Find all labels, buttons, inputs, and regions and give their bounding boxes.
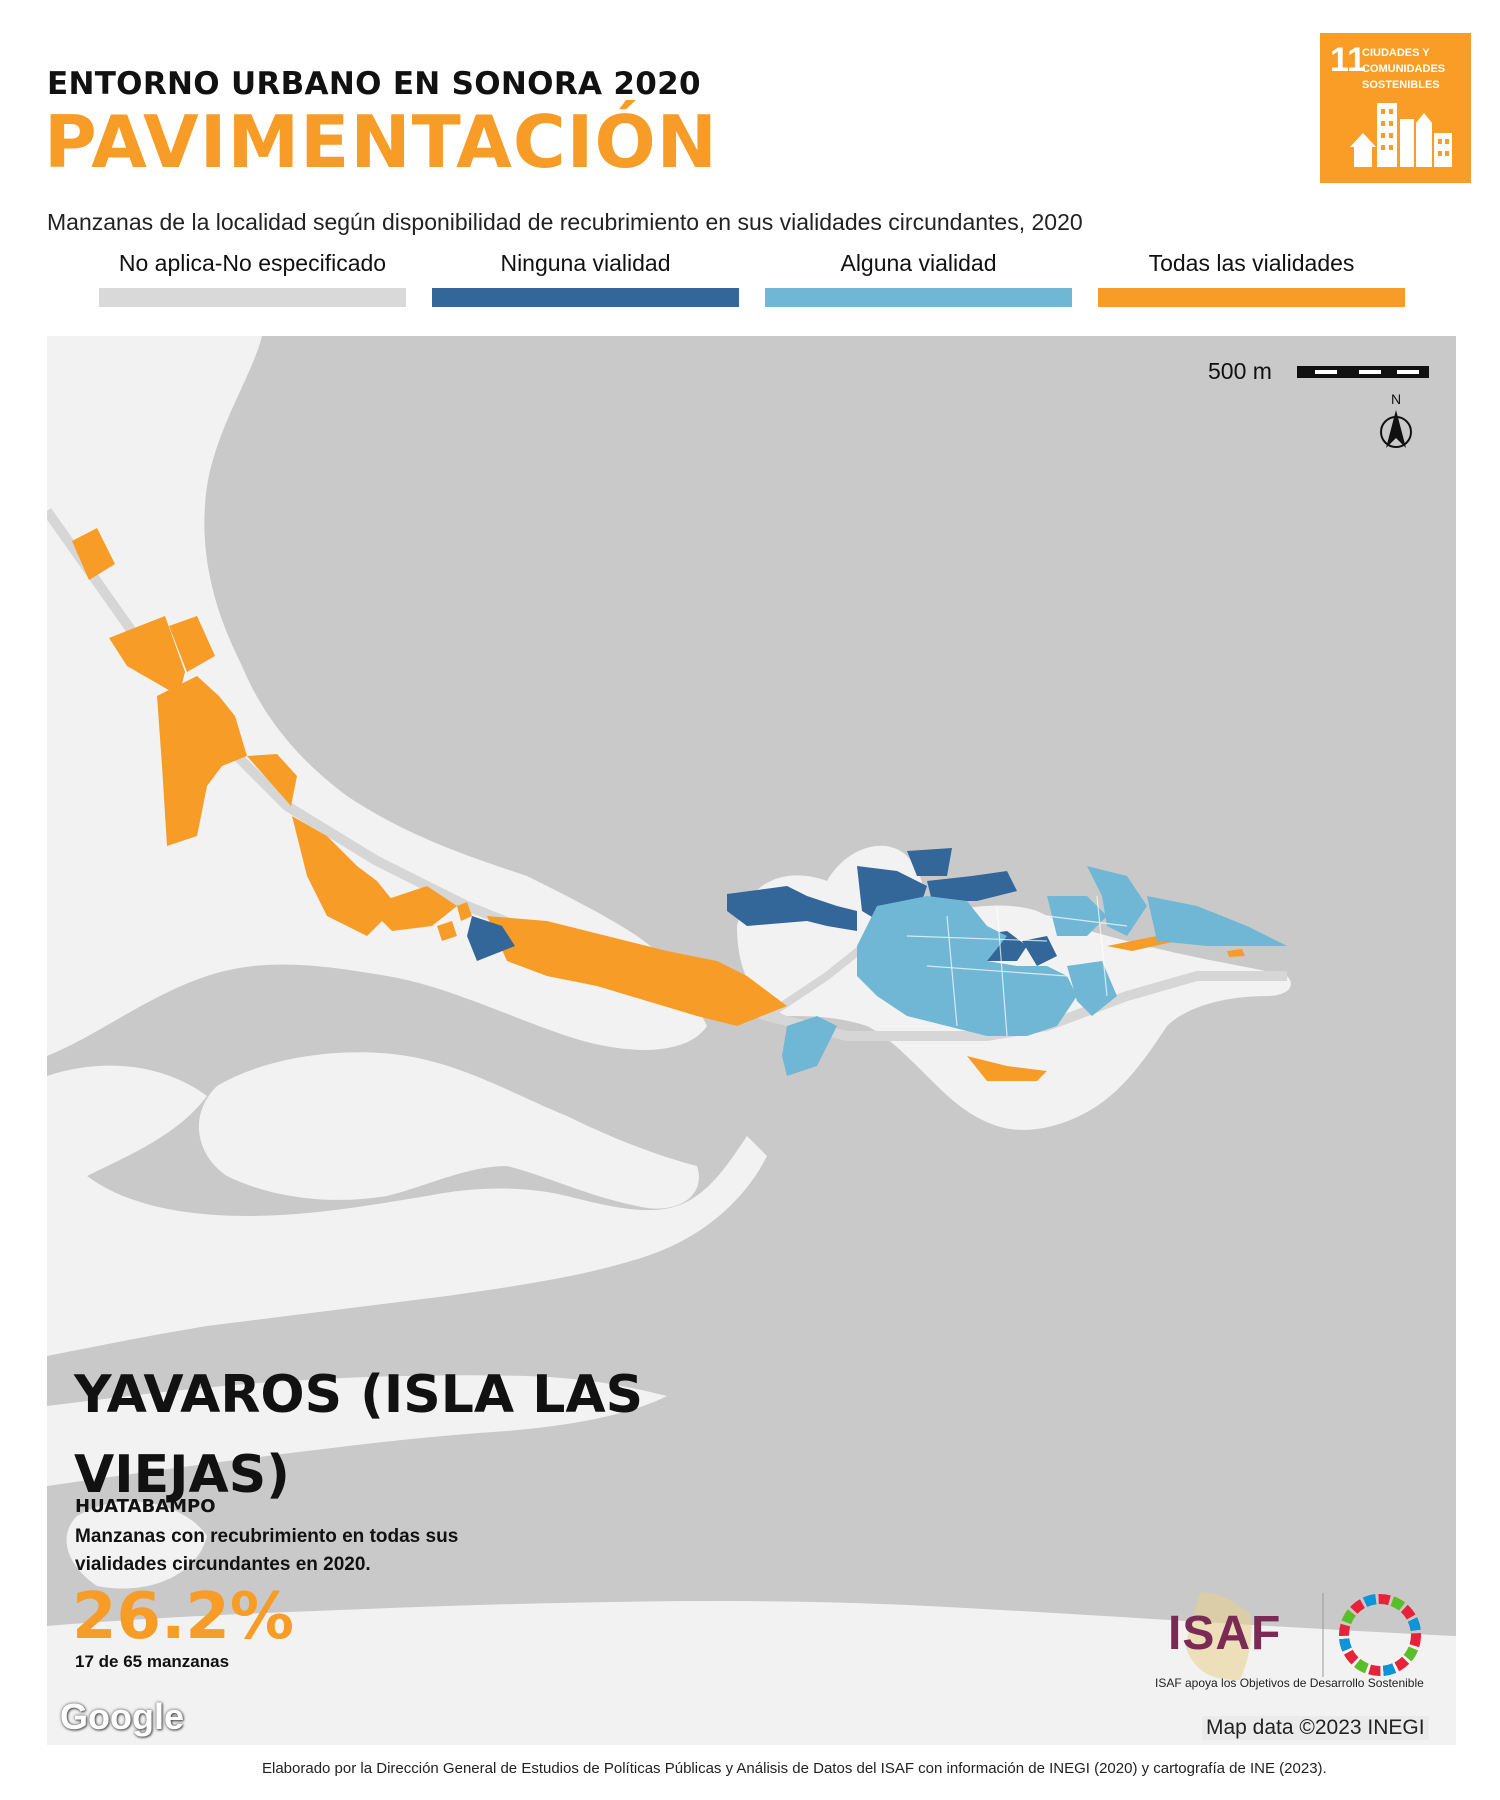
block-orange <box>1227 949 1245 957</box>
map-subtitle: Manzanas de la localidad según disponibi… <box>47 209 1083 235</box>
block-dark-blue <box>467 916 515 961</box>
block-light-blue <box>1147 896 1287 946</box>
block-orange <box>967 1056 1047 1081</box>
block-orange <box>109 616 185 696</box>
legend-item-alguna: Alguna vialidad <box>765 250 1072 307</box>
land-middle-west <box>198 1052 699 1209</box>
north-arrow-icon: N <box>1380 391 1412 448</box>
block-dark-blue <box>807 896 857 931</box>
block-orange <box>169 616 215 672</box>
legend-swatch <box>765 288 1072 307</box>
map-svg <box>47 336 1456 1745</box>
block-dark-blue <box>1022 936 1057 966</box>
block-light-blue <box>1087 866 1147 936</box>
block-orange <box>487 916 787 1026</box>
legend-label: Alguna vialidad <box>840 250 997 276</box>
blocks-alguna-vialidad <box>782 866 1287 1076</box>
block-orange <box>437 921 457 941</box>
footer-credits: Elaborado por la Dirección General de Es… <box>262 1760 1327 1777</box>
north-label: N <box>1391 391 1401 407</box>
legend-swatch <box>1098 288 1405 307</box>
stat-count: 17 de 65 manzanas <box>75 1652 230 1671</box>
city-buildings-icon <box>1350 103 1452 167</box>
sdg-number: 11 <box>1330 41 1366 79</box>
legend-swatch <box>99 288 406 307</box>
map-canvas[interactable] <box>47 336 1456 1745</box>
legend-swatch <box>432 288 739 307</box>
block-dark-blue <box>727 886 807 926</box>
legend-item-ninguna: Ninguna vialidad <box>432 250 739 307</box>
block-orange <box>157 676 247 846</box>
legend-item-no-aplica: No aplica-No especificado <box>99 250 406 307</box>
land-west-peninsula <box>47 336 707 1056</box>
isaf-map-shape-icon <box>1185 1592 1252 1680</box>
sdg-text: CIUDADES Y COMUNIDADES SOSTENIBLES <box>1362 47 1446 91</box>
scale-bar <box>1297 366 1429 378</box>
block-light-blue <box>1047 896 1107 936</box>
block-orange <box>457 902 472 921</box>
land-southern-bar <box>47 1375 667 1486</box>
block-dark-blue <box>907 848 952 876</box>
stat-description: Manzanas con recubrimiento en todas sus … <box>75 1526 459 1575</box>
block-light-blue <box>857 896 1077 1036</box>
google-logo: Google <box>60 1696 184 1737</box>
stat-value: 26.2% <box>72 1580 295 1654</box>
locality-name: YAVAROS (ISLA LAS VIEJAS) <box>74 1365 644 1505</box>
legend-item-todas: Todas las vialidades <box>1098 250 1405 307</box>
land-lower-left <box>66 1501 207 1589</box>
municipality-name: HUATABAMPO <box>75 1496 216 1517</box>
logos-panel <box>1185 1592 1421 1680</box>
legend-label: Todas las vialidades <box>1148 250 1355 276</box>
page-title: PAVIMENTACIÓN <box>44 100 718 184</box>
block-outlines <box>906 895 1128 1037</box>
block-dark-blue <box>927 871 1017 901</box>
legend-label: Ninguna vialidad <box>500 250 671 276</box>
sdg-wheel-icon <box>1339 1594 1421 1676</box>
isaf-logo: ISAF <box>1168 1607 1282 1660</box>
sdg-11-badge: 11 CIUDADES Y COMUNIDADES SOSTENIBLES <box>1320 33 1471 183</box>
header-supertitle: ENTORNO URBANO EN SONORA 2020 <box>47 66 701 102</box>
block-light-blue <box>782 1016 837 1076</box>
land-bottom-coast <box>47 1601 1456 1745</box>
legend-label: No aplica-No especificado <box>118 250 387 276</box>
scale-label: 500 m <box>1208 358 1272 384</box>
block-orange <box>72 528 115 580</box>
blocks-todas-vialidades <box>72 528 1245 1081</box>
block-orange <box>247 754 297 806</box>
land-south-west-strip <box>47 1065 767 1356</box>
isaf-caption: ISAF apoya los Objetivos de Desarrollo S… <box>1155 1676 1424 1690</box>
map-attribution: Map data ©2023 INEGI <box>1202 1716 1429 1740</box>
block-orange <box>367 886 457 931</box>
